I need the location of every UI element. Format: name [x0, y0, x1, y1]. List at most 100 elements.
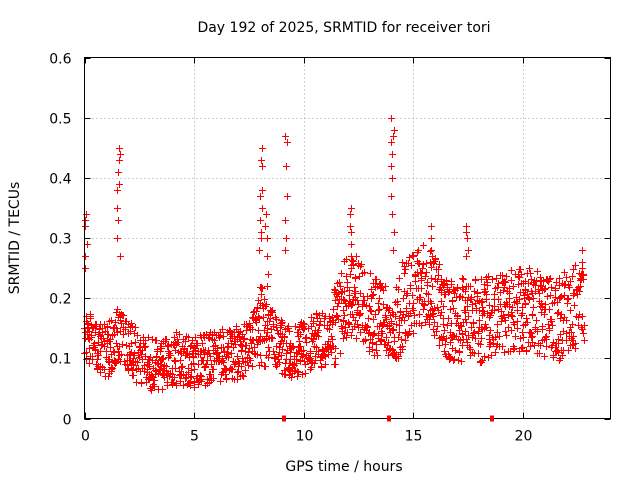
- data-point: [429, 283, 436, 290]
- data-point: [494, 321, 501, 328]
- data-point: [514, 325, 521, 332]
- data-point: [396, 275, 403, 282]
- data-point: [365, 315, 372, 322]
- data-point: [332, 361, 339, 368]
- data-point: [82, 265, 89, 272]
- data-gap-marker: [490, 416, 494, 422]
- data-point: [257, 352, 264, 359]
- data-point: [579, 247, 586, 254]
- data-point: [262, 223, 269, 230]
- data-point: [390, 247, 397, 254]
- data-point: [463, 223, 470, 230]
- data-point: [579, 259, 586, 266]
- data-point: [388, 193, 395, 200]
- data-point: [341, 312, 348, 319]
- data-point: [530, 304, 537, 311]
- data-point: [472, 276, 479, 283]
- y-tick-label: 0.4: [49, 172, 71, 188]
- y-tick-label: 0.2: [49, 292, 71, 308]
- data-point: [338, 270, 345, 277]
- data-point: [259, 163, 266, 170]
- data-point: [463, 229, 470, 236]
- data-point: [529, 312, 536, 319]
- data-point: [530, 295, 537, 302]
- data-point: [115, 348, 122, 355]
- x-tick-label: 5: [190, 429, 199, 445]
- data-point: [523, 348, 530, 355]
- data-point: [105, 373, 112, 380]
- data-point: [391, 127, 398, 134]
- data-point: [463, 253, 470, 260]
- data-point: [116, 157, 123, 164]
- data-point: [375, 307, 382, 314]
- data-point: [195, 361, 202, 368]
- data-point: [265, 344, 272, 351]
- data-point: [502, 328, 509, 335]
- data-point: [434, 323, 441, 330]
- data-point: [259, 145, 266, 152]
- data-point: [334, 313, 341, 320]
- data-point: [380, 301, 387, 308]
- data-point: [262, 363, 269, 370]
- data-point: [225, 343, 232, 350]
- data-point: [407, 285, 414, 292]
- data-point: [165, 342, 172, 349]
- data-point: [117, 151, 124, 158]
- data-point: [257, 217, 264, 224]
- data-point: [376, 295, 383, 302]
- data-point: [353, 335, 360, 342]
- data-point: [109, 365, 116, 372]
- data-point: [116, 181, 123, 188]
- data-point: [367, 270, 374, 277]
- data-point: [202, 364, 209, 371]
- data-point: [115, 169, 122, 176]
- data-point: [440, 321, 447, 328]
- y-tick-label: 0.5: [49, 112, 71, 128]
- data-point: [282, 247, 289, 254]
- data-point: [539, 323, 546, 330]
- data-point: [554, 310, 561, 317]
- data-point: [459, 275, 466, 282]
- x-tick-label: 10: [296, 429, 314, 445]
- data-point: [449, 297, 456, 304]
- data-point: [396, 329, 403, 336]
- data-point: [177, 357, 184, 364]
- data-point: [217, 378, 224, 385]
- data-point: [508, 312, 515, 319]
- data-point: [465, 313, 472, 320]
- data-point: [270, 348, 277, 355]
- data-point: [501, 349, 508, 356]
- data-point: [82, 217, 89, 224]
- data-point: [520, 334, 527, 341]
- data-point: [436, 261, 443, 268]
- data-point: [349, 257, 356, 264]
- data-point: [479, 304, 486, 311]
- data-point: [348, 205, 355, 212]
- data-point: [263, 211, 270, 218]
- data-point: [340, 307, 347, 314]
- data-point: [562, 281, 569, 288]
- data-point: [86, 360, 93, 367]
- data-point: [282, 371, 289, 378]
- data-point: [98, 342, 105, 349]
- data-point: [388, 139, 395, 146]
- data-point: [347, 211, 354, 218]
- data-point: [116, 145, 123, 152]
- data-point: [265, 271, 272, 278]
- data-point: [113, 340, 120, 347]
- data-gap-marker: [282, 416, 286, 422]
- data-point: [234, 376, 241, 383]
- data-point: [84, 241, 91, 248]
- data-point: [283, 235, 290, 242]
- data-point: [153, 337, 160, 344]
- data-point: [410, 253, 417, 260]
- data-point: [424, 282, 431, 289]
- data-point: [114, 187, 121, 194]
- data-point: [546, 306, 553, 313]
- data-point: [556, 275, 563, 282]
- data-point: [543, 343, 550, 350]
- data-point: [519, 344, 526, 351]
- data-point: [107, 344, 114, 351]
- data-point: [220, 333, 227, 340]
- data-point: [367, 307, 374, 314]
